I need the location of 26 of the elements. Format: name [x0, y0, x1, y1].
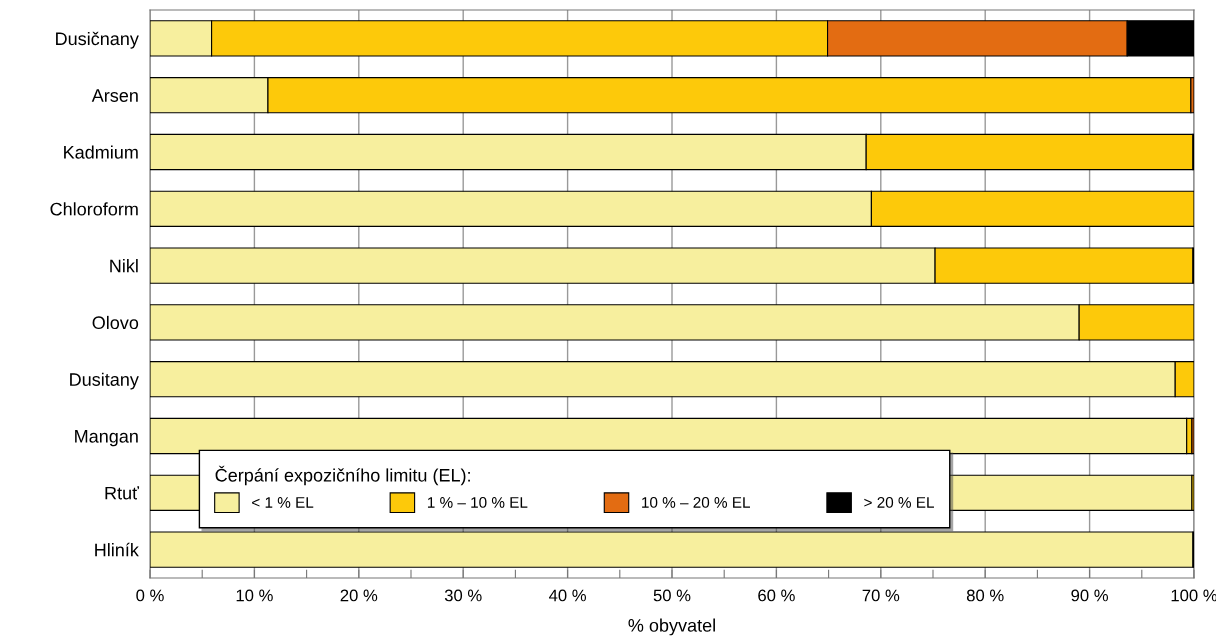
legend-label: < 1 % EL [252, 497, 314, 508]
x-tick-label: 60 % [758, 589, 795, 602]
legend-title: Čerpání expozičního limitu (EL): [215, 465, 470, 486]
x-tick-label: 30 % [444, 589, 482, 602]
x-tick-label: 10 % [236, 589, 273, 602]
y-tick-label: Mangan [75, 430, 138, 447]
x-tick-label: 40 % [548, 589, 586, 602]
x-tick-label: 20 % [340, 589, 378, 602]
x-tick-label: 80 % [966, 589, 1004, 602]
x-tick-label: 90 % [1071, 589, 1108, 602]
y-tick-label: Kadmium [64, 145, 138, 159]
y-tick-label: Dusičnany [56, 31, 139, 49]
y-tick-label: Hliník [95, 542, 139, 557]
legend-label: 1 % – 10 % EL [427, 497, 528, 508]
y-tick-label: Rtuť [105, 486, 140, 500]
legend-label: > 20 % EL [864, 497, 934, 508]
y-tick-label: Arsen [91, 89, 138, 102]
x-axis-title: % obyvatel [628, 618, 715, 636]
y-tick-label: Olovo [92, 315, 139, 330]
legend-label: 10 % – 20 % EL [642, 497, 750, 508]
x-tick-label: 0 % [136, 589, 164, 602]
x-tick-label: 70 % [862, 589, 900, 602]
y-tick-label: Dusitany [70, 372, 139, 390]
y-tick-label: Nikl [110, 259, 138, 273]
y-tick-label: Chloroform [50, 202, 138, 216]
x-tick-label: 50 % [653, 589, 691, 602]
